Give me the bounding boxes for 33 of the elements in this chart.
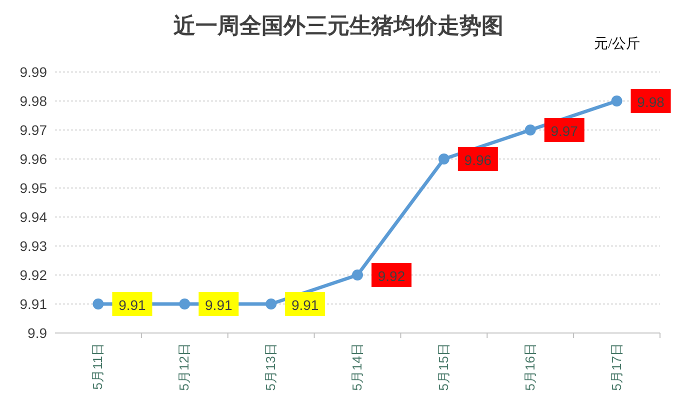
y-tick-label: 9.92 xyxy=(20,267,48,283)
data-label: 9.97 xyxy=(550,123,578,139)
y-tick-label: 9.91 xyxy=(20,296,48,312)
chart-title: 近一周全国外三元生猪均价走势图 xyxy=(172,13,504,38)
x-tick-label: 5月13日 xyxy=(263,343,278,391)
y-tick-label: 9.96 xyxy=(20,151,48,167)
point xyxy=(352,270,363,280)
y-tick-label: 9.93 xyxy=(20,238,48,254)
data-label: 9.91 xyxy=(205,297,232,313)
data-label: 9.92 xyxy=(378,268,406,284)
y-tick-label: 9.99 xyxy=(20,64,48,80)
data-label: 9.98 xyxy=(637,94,665,110)
y-tick-label: 9.9 xyxy=(28,325,48,341)
y-tick-label: 9.97 xyxy=(20,122,48,138)
point xyxy=(611,96,622,106)
x-tick-label: 5月15日 xyxy=(436,343,451,391)
point xyxy=(524,124,536,136)
point xyxy=(179,298,190,310)
y-tick-label: 9.98 xyxy=(20,93,48,109)
text: 元/公斤 xyxy=(594,36,640,52)
x-tick-label: 5月14日 xyxy=(350,343,364,391)
x-tick-label: 5月16日 xyxy=(522,343,538,391)
data-label: 9.91 xyxy=(291,297,319,313)
y-tick-label: 9.95 xyxy=(20,180,48,196)
x-tick-label: 5月12日 xyxy=(176,343,192,391)
data-label: 9.91 xyxy=(118,297,146,313)
data-label: 9.96 xyxy=(464,152,492,168)
x-tick-label: 5月11日 xyxy=(90,343,106,390)
y-tick-label: 9.94 xyxy=(20,209,48,225)
point xyxy=(266,298,277,310)
point xyxy=(92,298,104,310)
point xyxy=(438,154,450,164)
x-tick-label: 5月17日 xyxy=(608,343,624,391)
